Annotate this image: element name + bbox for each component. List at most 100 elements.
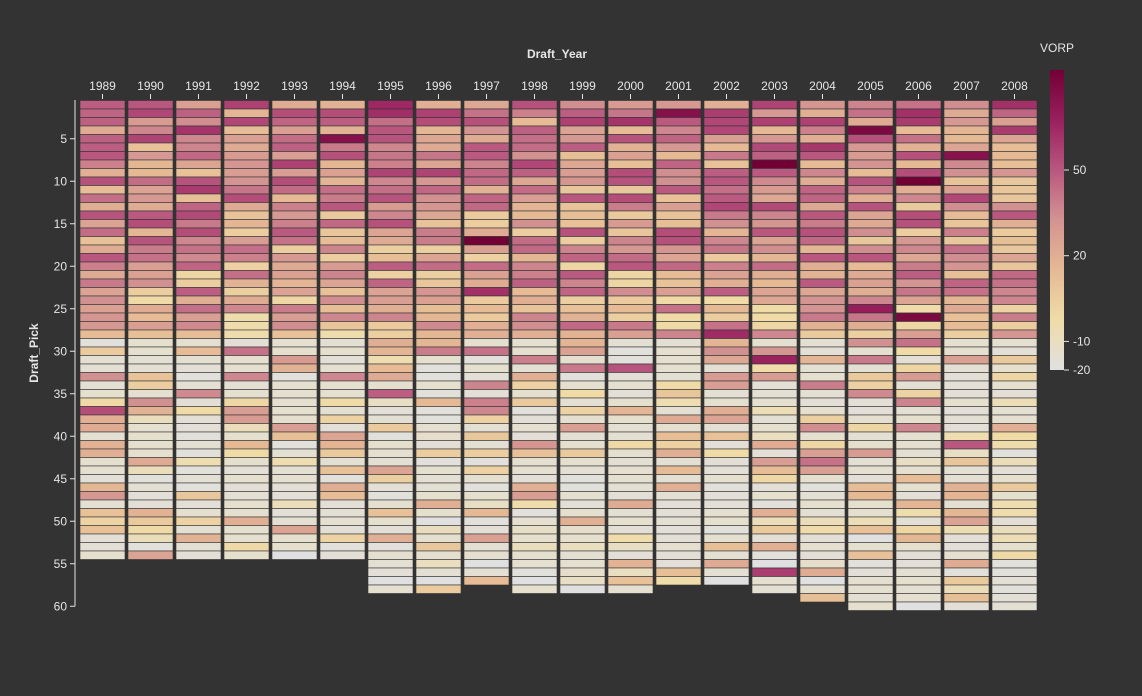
heatmap-cell	[895, 108, 942, 118]
heatmap-cell	[703, 270, 750, 280]
heatmap-cell	[607, 100, 654, 110]
heatmap-cell	[847, 567, 894, 577]
heatmap-cell	[319, 406, 366, 416]
heatmap-cell	[895, 168, 942, 178]
heatmap-cell	[79, 176, 126, 186]
heatmap-cell	[943, 363, 990, 373]
heatmap-cell	[655, 176, 702, 186]
heatmap-cell	[127, 253, 174, 263]
heatmap-cell	[271, 431, 318, 441]
heatmap-cell	[319, 185, 366, 195]
heatmap-cell	[271, 474, 318, 484]
heatmap-cell	[847, 304, 894, 314]
heatmap-cell	[511, 227, 558, 237]
heatmap-cell	[319, 312, 366, 322]
heatmap-cell	[655, 304, 702, 314]
heatmap-cell	[751, 508, 798, 518]
heatmap-cell	[799, 210, 846, 220]
heatmap-cell	[415, 516, 462, 526]
heatmap-cell	[751, 380, 798, 390]
heatmap-cell	[415, 278, 462, 288]
heatmap-cell	[655, 516, 702, 526]
heatmap-cell	[991, 295, 1038, 305]
y-axis: 5 10 15 20 25 30 35 40 45 50 55 60	[54, 100, 76, 613]
heatmap-cell	[175, 151, 222, 161]
heatmap-cell	[751, 346, 798, 356]
heatmap-cell	[415, 287, 462, 297]
heatmap-cell	[799, 516, 846, 526]
y-tick-label: 5	[60, 132, 67, 146]
heatmap-cell	[127, 125, 174, 135]
heatmap-cell	[895, 134, 942, 144]
heatmap-cell	[943, 550, 990, 560]
heatmap-cell	[79, 550, 126, 560]
heatmap-cell	[511, 525, 558, 535]
heatmap-cell	[607, 431, 654, 441]
heatmap-cell	[175, 185, 222, 195]
heatmap-cell	[367, 219, 414, 229]
heatmap-cell	[655, 253, 702, 263]
heatmap-cell	[943, 210, 990, 220]
heatmap-cell	[943, 465, 990, 475]
heatmap-cell	[559, 278, 606, 288]
heatmap-cell	[415, 465, 462, 475]
heatmap-cell	[799, 338, 846, 348]
heatmap-cell	[319, 423, 366, 433]
heatmap-cell	[607, 108, 654, 118]
heatmap-cell	[607, 202, 654, 212]
heatmap-cell	[463, 567, 510, 577]
heatmap-cell	[463, 151, 510, 161]
heatmap-cell	[751, 304, 798, 314]
heatmap-cell	[607, 117, 654, 127]
heatmap-cell	[463, 491, 510, 501]
heatmap-cell	[127, 151, 174, 161]
heatmap-cell	[271, 159, 318, 169]
heatmap-cell	[319, 448, 366, 458]
heatmap-cell	[367, 159, 414, 169]
heatmap-cell	[895, 482, 942, 492]
heatmap-cell	[511, 261, 558, 271]
heatmap-cell	[367, 380, 414, 390]
heatmap-cell	[127, 236, 174, 246]
heatmap-cell	[655, 440, 702, 450]
heatmap-cell	[511, 380, 558, 390]
heatmap-cell	[655, 363, 702, 373]
heatmap-cell	[223, 380, 270, 390]
heatmap-cell	[319, 431, 366, 441]
heatmap-cell	[79, 278, 126, 288]
y-tick-label: 40	[54, 429, 68, 443]
heatmap-cell	[943, 261, 990, 271]
heatmap-cell	[175, 253, 222, 263]
heatmap-cell	[463, 482, 510, 492]
heatmap-cell	[559, 474, 606, 484]
heatmap-cell	[319, 389, 366, 399]
heatmap-cell	[991, 542, 1038, 552]
heatmap-cell	[943, 304, 990, 314]
heatmap-cell	[703, 380, 750, 390]
heatmap-cell	[223, 117, 270, 127]
heatmap-cell	[463, 287, 510, 297]
heatmap-cell	[751, 491, 798, 501]
heatmap-cell	[271, 508, 318, 518]
heatmap-cell	[511, 397, 558, 407]
heatmap-cell	[127, 525, 174, 535]
heatmap-cell	[223, 491, 270, 501]
heatmap-cell	[415, 576, 462, 586]
heatmap-cell	[991, 448, 1038, 458]
heatmap-cell	[175, 193, 222, 203]
heatmap-cell	[799, 389, 846, 399]
heatmap-cell	[511, 550, 558, 560]
heatmap-cell	[415, 176, 462, 186]
heatmap-cell	[703, 440, 750, 450]
heatmap-cell	[847, 227, 894, 237]
heatmap-cell	[271, 389, 318, 399]
heatmap-cell	[367, 210, 414, 220]
heatmap-cell	[751, 117, 798, 127]
heatmap-cell	[991, 533, 1038, 543]
heatmap-cell	[415, 346, 462, 356]
heatmap-cell	[895, 236, 942, 246]
heatmap-cell	[799, 278, 846, 288]
heatmap-cell	[895, 227, 942, 237]
heatmap-cell	[79, 482, 126, 492]
heatmap-cell	[175, 108, 222, 118]
